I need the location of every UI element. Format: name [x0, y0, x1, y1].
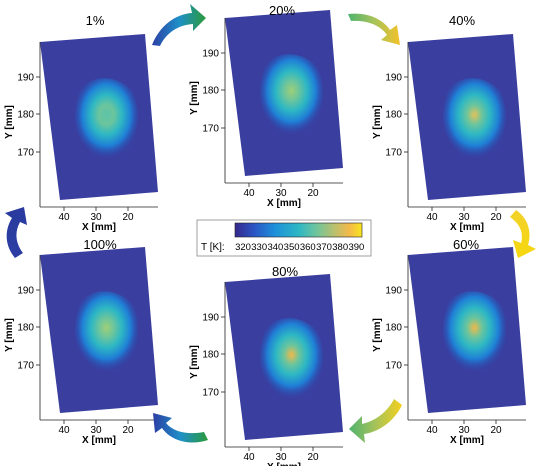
title-80: 80%	[272, 264, 298, 279]
x-tick-label: 40	[243, 188, 255, 199]
x-tick-label: 30	[458, 212, 470, 223]
colorbar-tick-label: 350	[284, 242, 300, 253]
panel-80-percent: 190 180 170 40 30 20 X [mm] Y [mm]	[189, 274, 343, 466]
x-tick-label: 20	[122, 425, 134, 436]
y-tick-label: 190	[17, 286, 34, 297]
y-tick-label: 180	[202, 350, 219, 361]
colorbar-tick-label: 360	[300, 242, 316, 253]
panel-40-percent: 190 180 170 40 30 20 X [mm] Y [mm]	[372, 34, 526, 233]
y-tick-label: 170	[385, 148, 402, 159]
colorbar-label: T [K]:	[201, 242, 225, 253]
y-tick-label: 180	[202, 86, 219, 97]
heat-blob	[442, 291, 506, 373]
heat-blob	[259, 318, 323, 400]
y-tick-label: 190	[202, 49, 219, 60]
y-tick-label: 180	[17, 110, 34, 121]
x-tick-label: 30	[90, 425, 102, 436]
x-tick-label: 40	[58, 212, 70, 223]
x-tick-label: 30	[458, 425, 470, 436]
title-1: 1%	[86, 13, 105, 28]
heat-blob	[259, 54, 323, 136]
y-axis-label: Y [mm]	[189, 345, 200, 379]
x-tick-label: 40	[58, 425, 70, 436]
x-tick-label: 40	[426, 212, 438, 223]
y-axis-label: Y [mm]	[4, 105, 15, 139]
arrow-20-to-40	[348, 13, 400, 46]
panel-20-percent: 190 180 170 40 30 20 X [mm] Y [mm]	[189, 10, 343, 209]
y-tick-label: 180	[385, 110, 402, 121]
x-tick-label: 30	[90, 212, 102, 223]
y-tick-label: 190	[202, 313, 219, 324]
x-tick-label: 20	[490, 212, 502, 223]
y-tick-label: 170	[385, 361, 402, 372]
x-axis-label: X [mm]	[267, 198, 301, 209]
colorbar-tick-label: 330	[251, 242, 267, 253]
panel-60-percent: 190 180 170 40 30 20 X [mm] Y [mm]	[372, 247, 526, 446]
x-axis-label: X [mm]	[82, 435, 116, 446]
colorbar-tick-label: 370	[316, 242, 332, 253]
heat-blob	[442, 78, 506, 160]
colorbar-tick-label: 340	[267, 242, 283, 253]
y-tick-label: 170	[17, 148, 34, 159]
x-tick-label: 20	[490, 425, 502, 436]
x-axis-label: X [mm]	[82, 222, 116, 233]
panel-100-percent: 190 180 170 40 30 20 X [mm] Y [mm]	[4, 247, 158, 446]
x-tick-label: 30	[275, 188, 287, 199]
x-axis-label: X [mm]	[450, 435, 484, 446]
y-axis-label: Y [mm]	[4, 318, 15, 352]
y-tick-label: 190	[385, 286, 402, 297]
colorbar-tick-label: 390	[348, 242, 364, 253]
x-tick-label: 40	[426, 425, 438, 436]
x-axis-label: X [mm]	[450, 222, 484, 233]
y-axis-label: Y [mm]	[372, 318, 383, 352]
y-axis-label: Y [mm]	[189, 81, 200, 115]
x-tick-label: 40	[243, 452, 255, 463]
colorbar: T [K]: 320 330 340 350 360 370 380 390	[196, 219, 372, 257]
arrow-100-to-1	[5, 207, 27, 258]
arrow-80-to-100	[153, 413, 208, 443]
x-tick-label: 30	[275, 452, 287, 463]
arrow-1-to-20	[152, 4, 206, 46]
x-axis-label: X [mm]	[267, 462, 301, 466]
x-tick-label: 20	[307, 188, 319, 199]
y-tick-label: 170	[17, 361, 34, 372]
title-60: 60%	[453, 237, 479, 252]
y-tick-label: 170	[202, 388, 219, 399]
y-tick-label: 180	[385, 323, 402, 334]
y-axis-label: Y [mm]	[372, 105, 383, 139]
colorbar-tick-label: 320	[235, 242, 251, 253]
heat-blob	[74, 291, 138, 373]
y-tick-label: 170	[202, 124, 219, 135]
y-tick-label: 180	[17, 323, 34, 334]
title-100: 100%	[83, 237, 117, 252]
y-tick-label: 190	[385, 73, 402, 84]
y-tick-label: 190	[17, 73, 34, 84]
x-tick-label: 20	[122, 212, 134, 223]
colorbar-ticks: 320 330 340 350 360 370 380 390	[235, 242, 364, 253]
colorbar-gradient	[234, 222, 363, 238]
heat-blob	[74, 78, 138, 160]
arrow-40-to-60	[510, 210, 536, 258]
panel-1-percent: 190 180 170 40 30 20 X [mm] Y [mm]	[4, 34, 158, 233]
title-20: 20%	[269, 3, 295, 18]
arrow-60-to-80	[349, 399, 402, 443]
x-tick-label: 20	[307, 452, 319, 463]
colorbar-tick-label: 380	[332, 242, 348, 253]
title-40: 40%	[449, 13, 475, 28]
